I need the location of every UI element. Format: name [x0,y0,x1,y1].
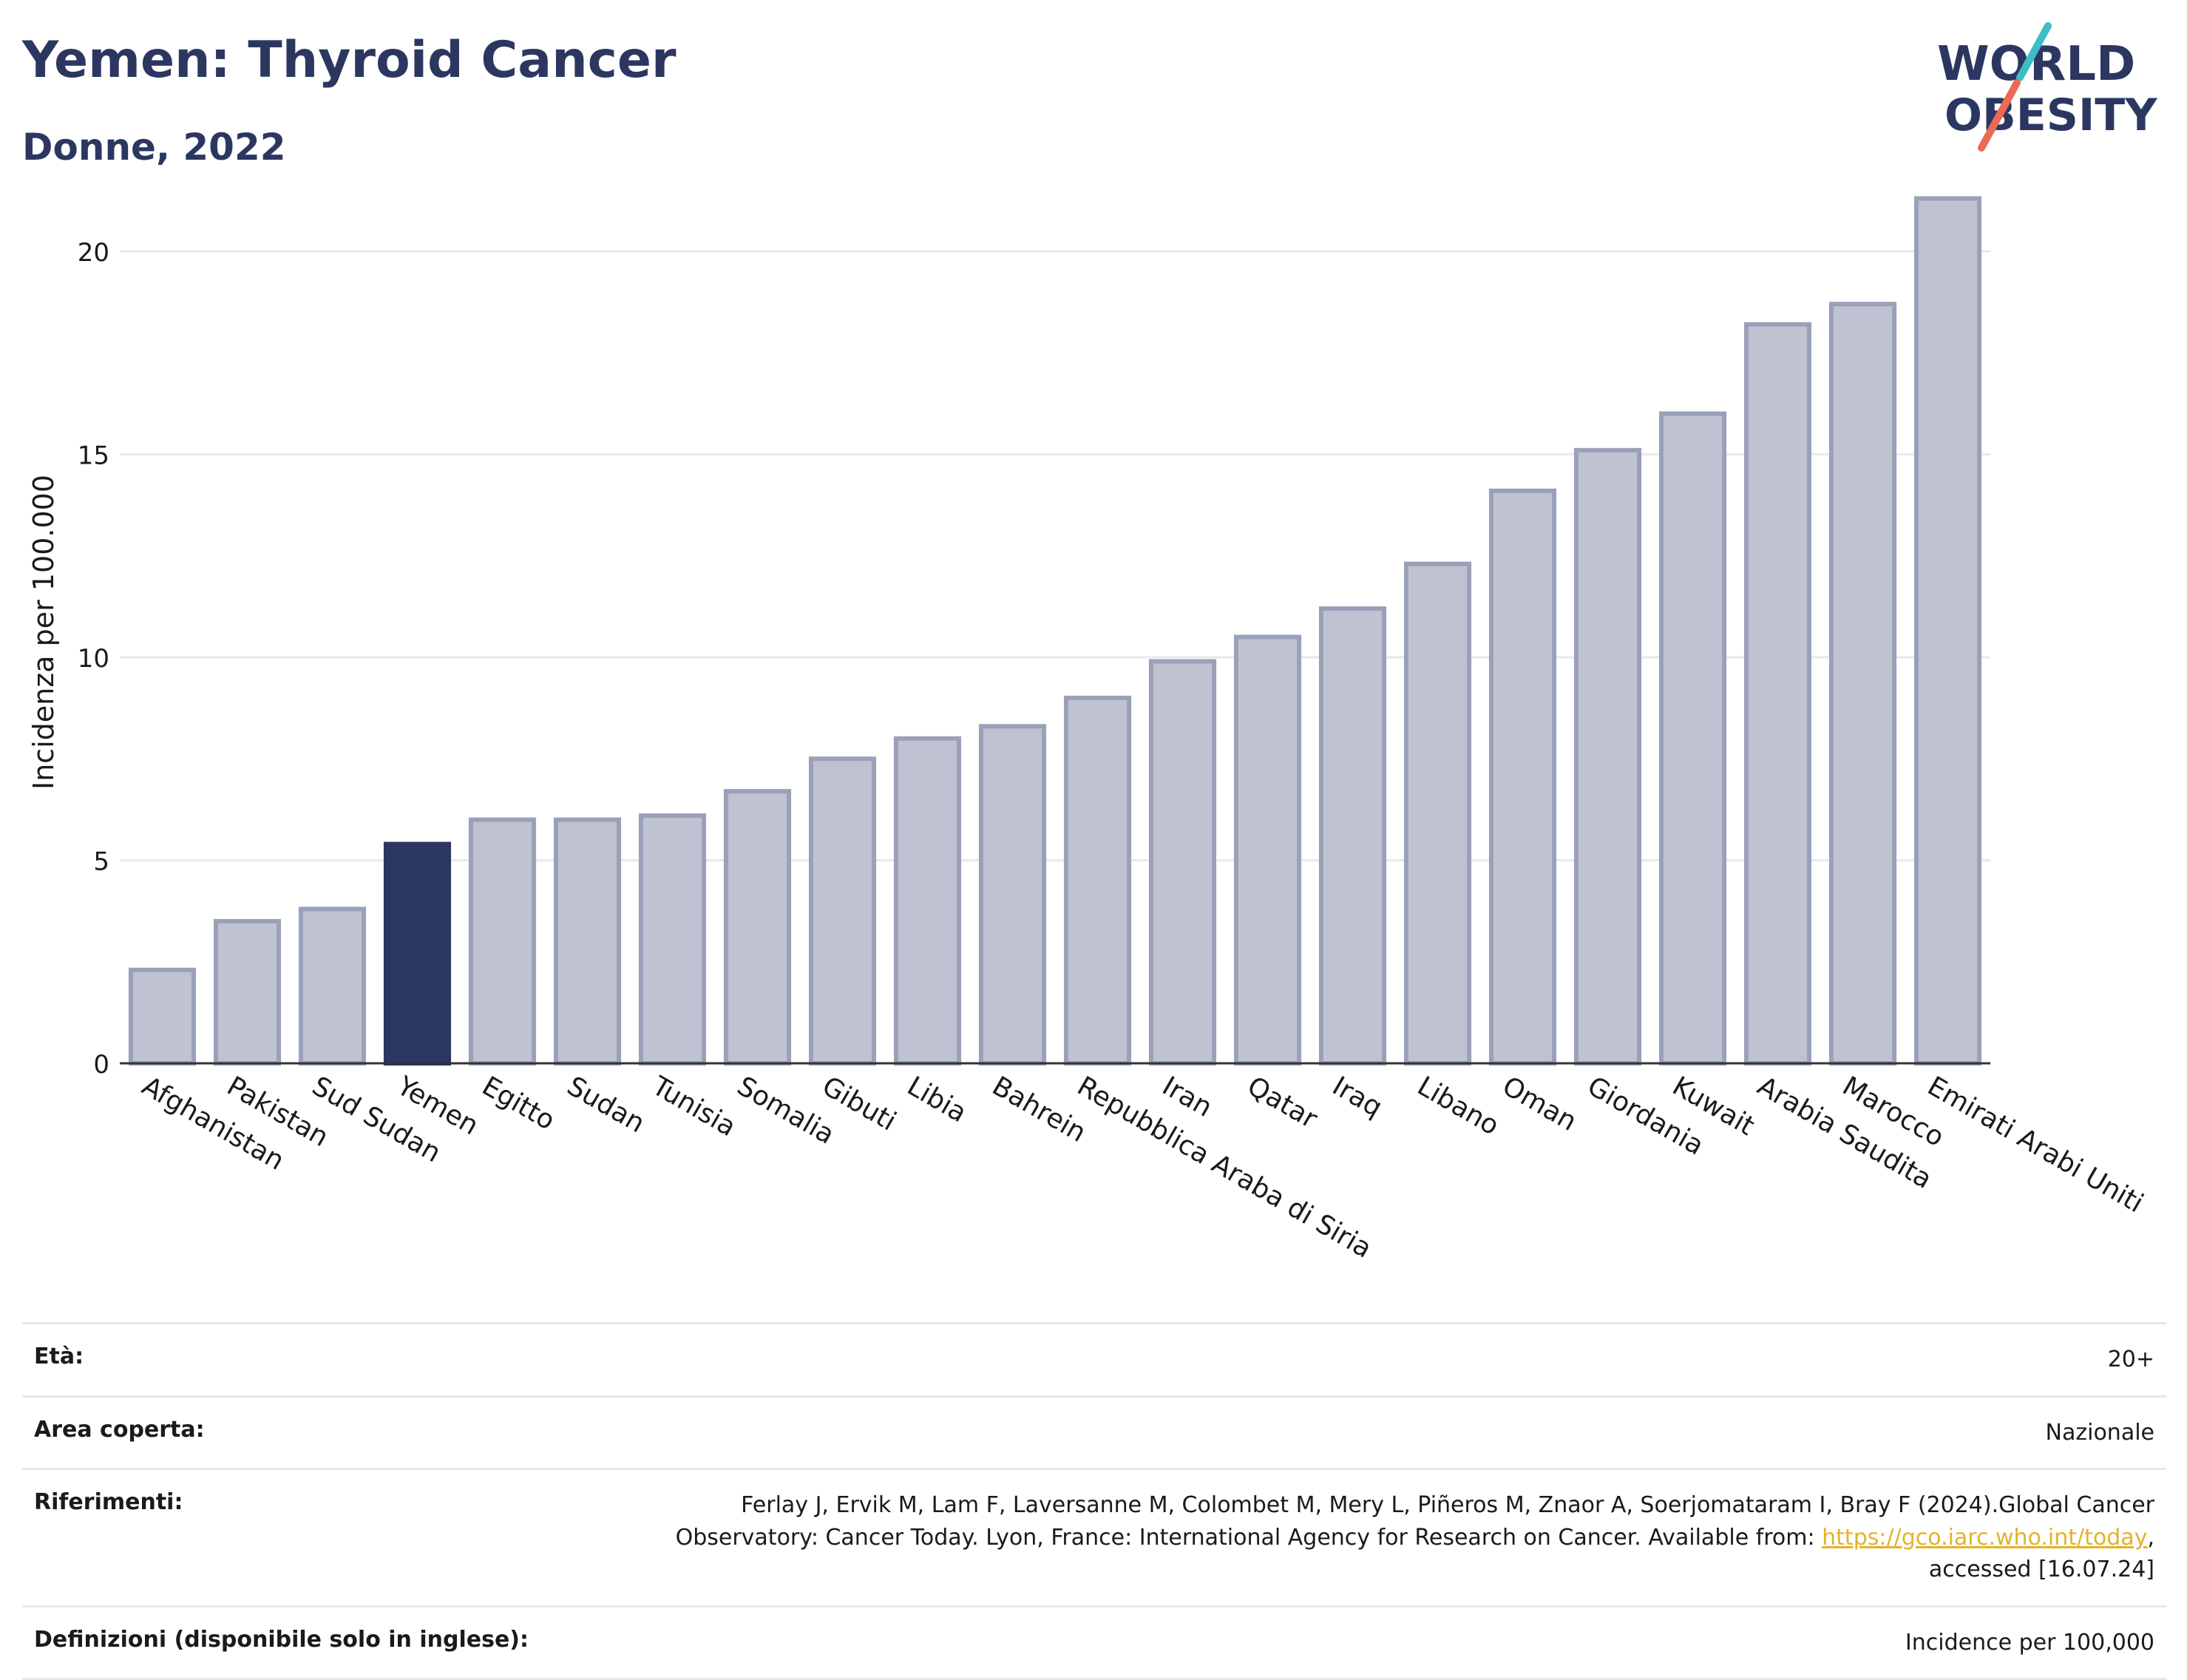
bar-libia [896,739,959,1063]
x-tick-label: Egitto [477,1071,560,1136]
y-tick-label: 10 [78,644,109,674]
bar-qatar [1236,637,1299,1063]
references-link[interactable]: https://gco.iarc.who.int/today [1822,1525,2147,1551]
x-tick-label: Somalia [732,1071,839,1151]
age-value: 20+ [2108,1344,2154,1376]
bar-sud-sudan [301,909,364,1063]
bar-somalia [726,791,789,1063]
references-value: Ferlay J, Ervik M, Lam F, Laversanne M, … [639,1489,2154,1586]
bar-egitto [471,820,534,1063]
meta-row-definitions: Definizioni (disponibile solo in inglese… [22,1605,2166,1680]
y-tick-label: 5 [93,847,109,876]
y-tick-label: 0 [93,1050,109,1080]
x-tick-label: Sudan [562,1071,650,1139]
bar-iran [1151,661,1214,1063]
bar-afghanistan [131,970,194,1063]
bar-oman [1491,491,1554,1063]
bar-giordania [1576,450,1639,1063]
y-tick-label: 15 [78,441,109,470]
x-tick-label: Oman [1497,1071,1581,1137]
definitions-value: Incidence per 100,000 [1905,1627,2154,1659]
y-axis-ticks: 0 5 10 15 20 [78,238,109,1080]
x-tick-label: Tunisia [646,1071,741,1142]
x-tick-label: Iran [1157,1071,1217,1123]
x-tick-label: Iraq [1327,1071,1387,1123]
bar-arabia-saudita [1746,325,1809,1063]
x-tick-label: Libia [902,1071,972,1128]
references-label: Riferimenti: [34,1489,183,1515]
meta-row-age: Età: 20+ [22,1322,2166,1395]
y-tick-label: 20 [78,238,109,268]
x-tick-label: Emirati Arabi Uniti [1922,1071,2149,1219]
bar-repubblica-araba-di-siria [1066,698,1129,1063]
bar-sudan [556,820,619,1063]
bar-kuwait [1661,413,1724,1063]
bar-gibuti [811,759,874,1063]
x-tick-label: Qatar [1242,1071,1322,1134]
age-label: Età: [34,1344,84,1369]
bars [131,198,1979,1063]
bar-yemen [386,844,449,1063]
bar-pakistan [216,921,279,1063]
x-tick-label: Afghanistan [137,1071,289,1176]
meta-row-references: Riferimenti: Ferlay J, Ervik M, Lam F, L… [22,1468,2166,1605]
y-axis-label: Incidenza per 100.000 [27,475,60,790]
bar-iraq [1321,609,1384,1063]
x-tick-label: Libano [1412,1071,1504,1141]
bar-tunisia [641,816,704,1063]
meta-row-area: Area coperta: Nazionale [22,1395,2166,1469]
bar-libano [1406,564,1469,1063]
bar-bahrein [981,726,1044,1063]
x-tick-label: Bahrein [987,1071,1091,1148]
definitions-label: Definizioni (disponibile solo in inglese… [34,1627,529,1653]
area-value: Nazionale [2046,1417,2154,1449]
x-tick-label: Repubblica Araba di Siria [1072,1071,1377,1264]
metadata-table: Età: 20+ Area coperta: Nazionale Riferim… [22,1322,2166,1680]
area-label: Area coperta: [34,1417,205,1443]
bar-marocco [1831,304,1894,1063]
bar-emirati-arabi-uniti [1916,198,1979,1063]
